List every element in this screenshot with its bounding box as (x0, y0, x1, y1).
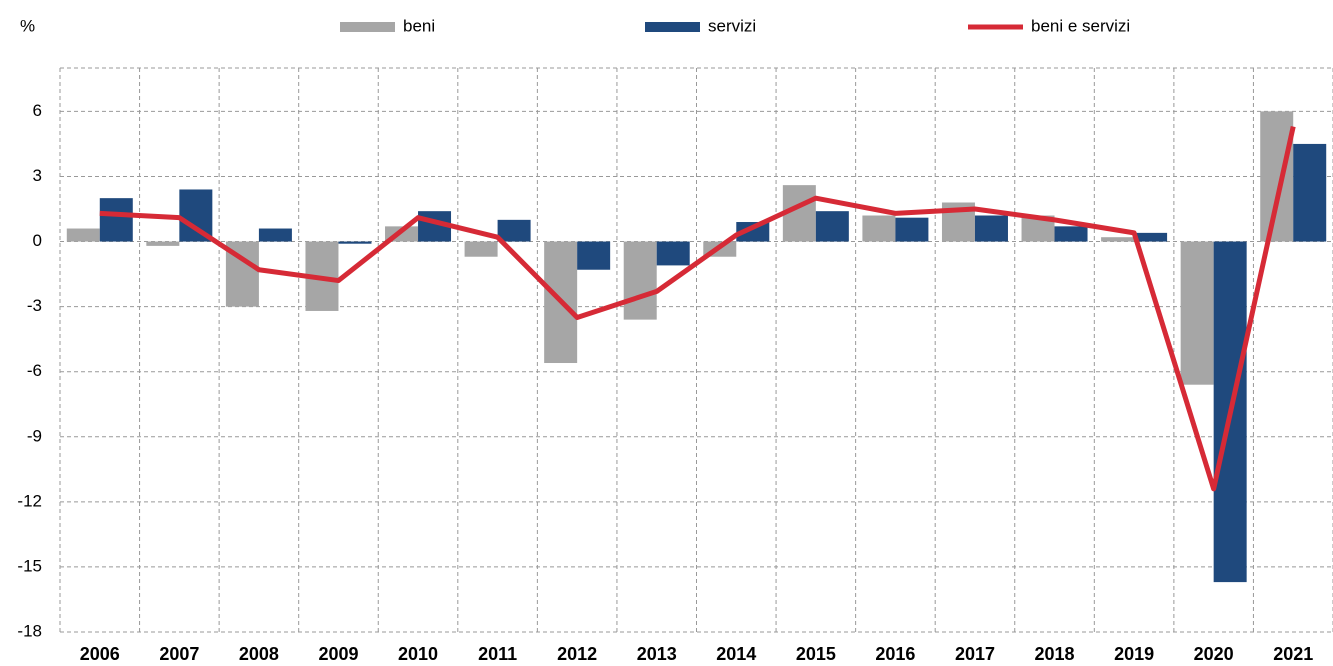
x-tick-label: 2013 (637, 644, 677, 664)
legend-swatch (645, 22, 700, 32)
y-tick-label: 0 (33, 231, 42, 250)
x-tick-label: 2015 (796, 644, 836, 664)
x-tick-label: 2012 (557, 644, 597, 664)
bar (1054, 226, 1088, 242)
y-tick-label: -15 (17, 556, 42, 575)
legend-label: beni e servizi (1031, 16, 1130, 35)
bar (338, 241, 372, 244)
bar (497, 219, 531, 242)
y-axis-label: % (20, 16, 35, 35)
y-tick-label: -18 (17, 621, 42, 640)
bar (862, 215, 896, 242)
x-tick-label: 2016 (875, 644, 915, 664)
x-tick-label: 2019 (1114, 644, 1154, 664)
bar (1180, 241, 1214, 385)
x-tick-label: 2014 (716, 644, 756, 664)
x-tick-label: 2017 (955, 644, 995, 664)
y-tick-label: -9 (27, 426, 42, 445)
x-tick-label: 2011 (478, 644, 517, 664)
legend-label: beni (403, 16, 435, 35)
x-tick-label: 2021 (1273, 644, 1313, 664)
bar (656, 241, 690, 266)
bar (99, 198, 133, 242)
bar (577, 241, 611, 270)
line (99, 126, 1296, 492)
x-tick-label: 2006 (80, 644, 120, 664)
y-tick-label: -6 (27, 361, 42, 380)
bar (736, 222, 770, 242)
bar (974, 215, 1008, 242)
x-tick-label: 2010 (398, 644, 438, 664)
bar (464, 241, 498, 257)
bar (1101, 237, 1135, 242)
x-tick-label: 2009 (318, 644, 358, 664)
y-tick-label: -3 (27, 296, 42, 315)
bar (66, 228, 100, 242)
bar (1260, 111, 1294, 242)
bar (258, 228, 292, 242)
bar (146, 241, 180, 246)
y-tick-label: 6 (33, 101, 42, 120)
x-tick-label: 2020 (1194, 644, 1234, 664)
legend-label: servizi (708, 16, 756, 35)
y-tick-label: 3 (33, 166, 42, 185)
bar (623, 241, 657, 320)
legend-swatch (340, 22, 395, 32)
bar (1134, 232, 1168, 242)
bar (1293, 143, 1327, 242)
y-tick-label: -12 (17, 491, 42, 510)
bar (895, 217, 929, 242)
x-tick-label: 2007 (159, 644, 199, 664)
x-tick-label: 2008 (239, 644, 279, 664)
bar (815, 211, 849, 242)
x-tick-label: 2018 (1035, 644, 1075, 664)
